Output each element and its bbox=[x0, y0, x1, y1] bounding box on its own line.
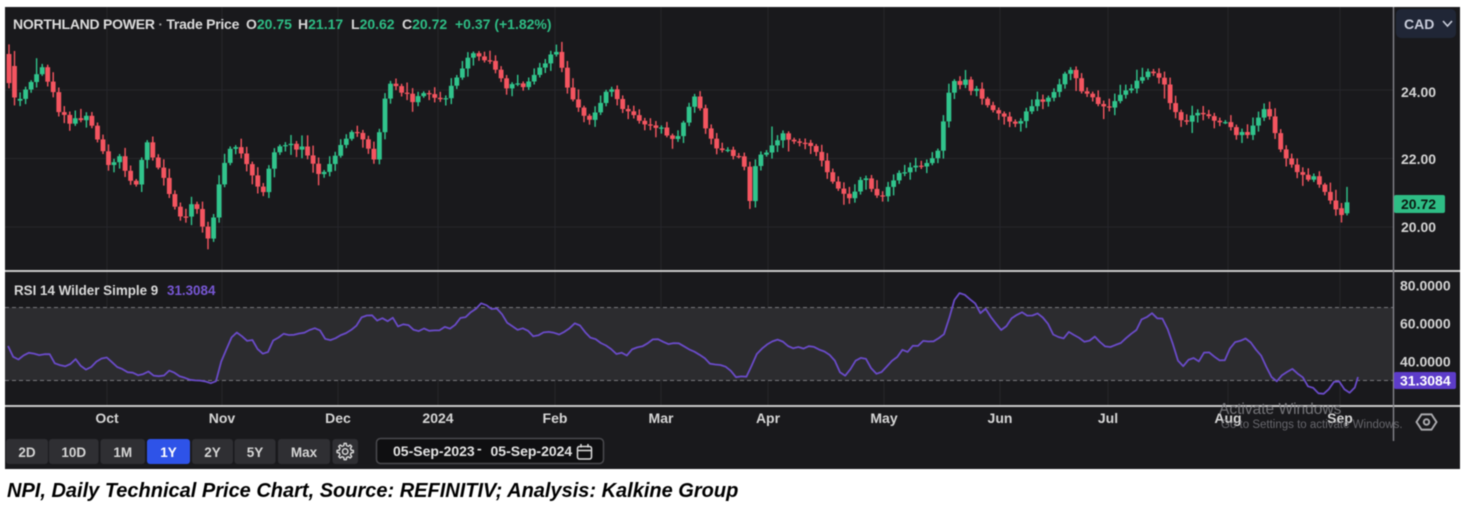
svg-text:2Y: 2Y bbox=[204, 445, 221, 460]
svg-text:24.00: 24.00 bbox=[1401, 84, 1436, 100]
svg-text:20.72: 20.72 bbox=[1401, 196, 1436, 212]
svg-text:L20.62: L20.62 bbox=[351, 16, 395, 32]
svg-text:2D: 2D bbox=[18, 445, 36, 460]
svg-text:H21.17: H21.17 bbox=[298, 16, 343, 32]
svg-text:CAD: CAD bbox=[1404, 16, 1434, 32]
svg-text:May: May bbox=[870, 410, 897, 426]
svg-text:2024: 2024 bbox=[422, 410, 453, 426]
svg-text:-: - bbox=[477, 441, 482, 457]
svg-text:NPI, Daily Technical Price Cha: NPI, Daily Technical Price Chart, Source… bbox=[7, 480, 738, 502]
svg-text:Feb: Feb bbox=[543, 410, 568, 426]
svg-text:31.3084: 31.3084 bbox=[167, 283, 216, 298]
svg-text:C20.72: C20.72 bbox=[402, 16, 447, 32]
svg-text:Jun: Jun bbox=[988, 410, 1013, 426]
svg-text:Oct: Oct bbox=[95, 410, 119, 426]
svg-text:1M: 1M bbox=[113, 445, 132, 460]
svg-text:05-Sep-2023: 05-Sep-2023 bbox=[393, 443, 475, 459]
svg-text:5Y: 5Y bbox=[247, 445, 264, 460]
svg-text:RSI 14 Wilder Simple 9: RSI 14 Wilder Simple 9 bbox=[14, 283, 158, 298]
svg-text:10D: 10D bbox=[61, 445, 86, 460]
svg-text:Go to Settings to activate Win: Go to Settings to activate Windows. bbox=[1221, 419, 1403, 431]
svg-text:40.0000: 40.0000 bbox=[1400, 354, 1451, 370]
svg-text:+0.37 (+1.82%): +0.37 (+1.82%) bbox=[455, 16, 552, 32]
svg-text:22.00: 22.00 bbox=[1401, 151, 1436, 167]
svg-text:O20.75: O20.75 bbox=[246, 16, 292, 32]
svg-text:1Y: 1Y bbox=[160, 445, 177, 460]
svg-text:20.00: 20.00 bbox=[1401, 219, 1436, 235]
svg-text:Sep: Sep bbox=[1327, 410, 1353, 426]
svg-text:Max: Max bbox=[291, 445, 318, 460]
svg-text:Nov: Nov bbox=[209, 410, 236, 426]
svg-text:60.0000: 60.0000 bbox=[1400, 316, 1451, 332]
svg-text:Mar: Mar bbox=[649, 410, 674, 426]
svg-text:05-Sep-2024: 05-Sep-2024 bbox=[491, 443, 573, 459]
svg-text:Dec: Dec bbox=[325, 410, 351, 426]
svg-text:Jul: Jul bbox=[1098, 410, 1118, 426]
svg-text:NORTHLAND POWER · Trade Price: NORTHLAND POWER · Trade Price bbox=[13, 16, 240, 32]
svg-text:Activate Windows: Activate Windows bbox=[1219, 401, 1342, 418]
svg-text:31.3084: 31.3084 bbox=[1400, 373, 1451, 389]
svg-text:80.0000: 80.0000 bbox=[1400, 278, 1451, 294]
svg-text:Apr: Apr bbox=[756, 410, 781, 426]
svg-text:Aug: Aug bbox=[1214, 410, 1241, 426]
